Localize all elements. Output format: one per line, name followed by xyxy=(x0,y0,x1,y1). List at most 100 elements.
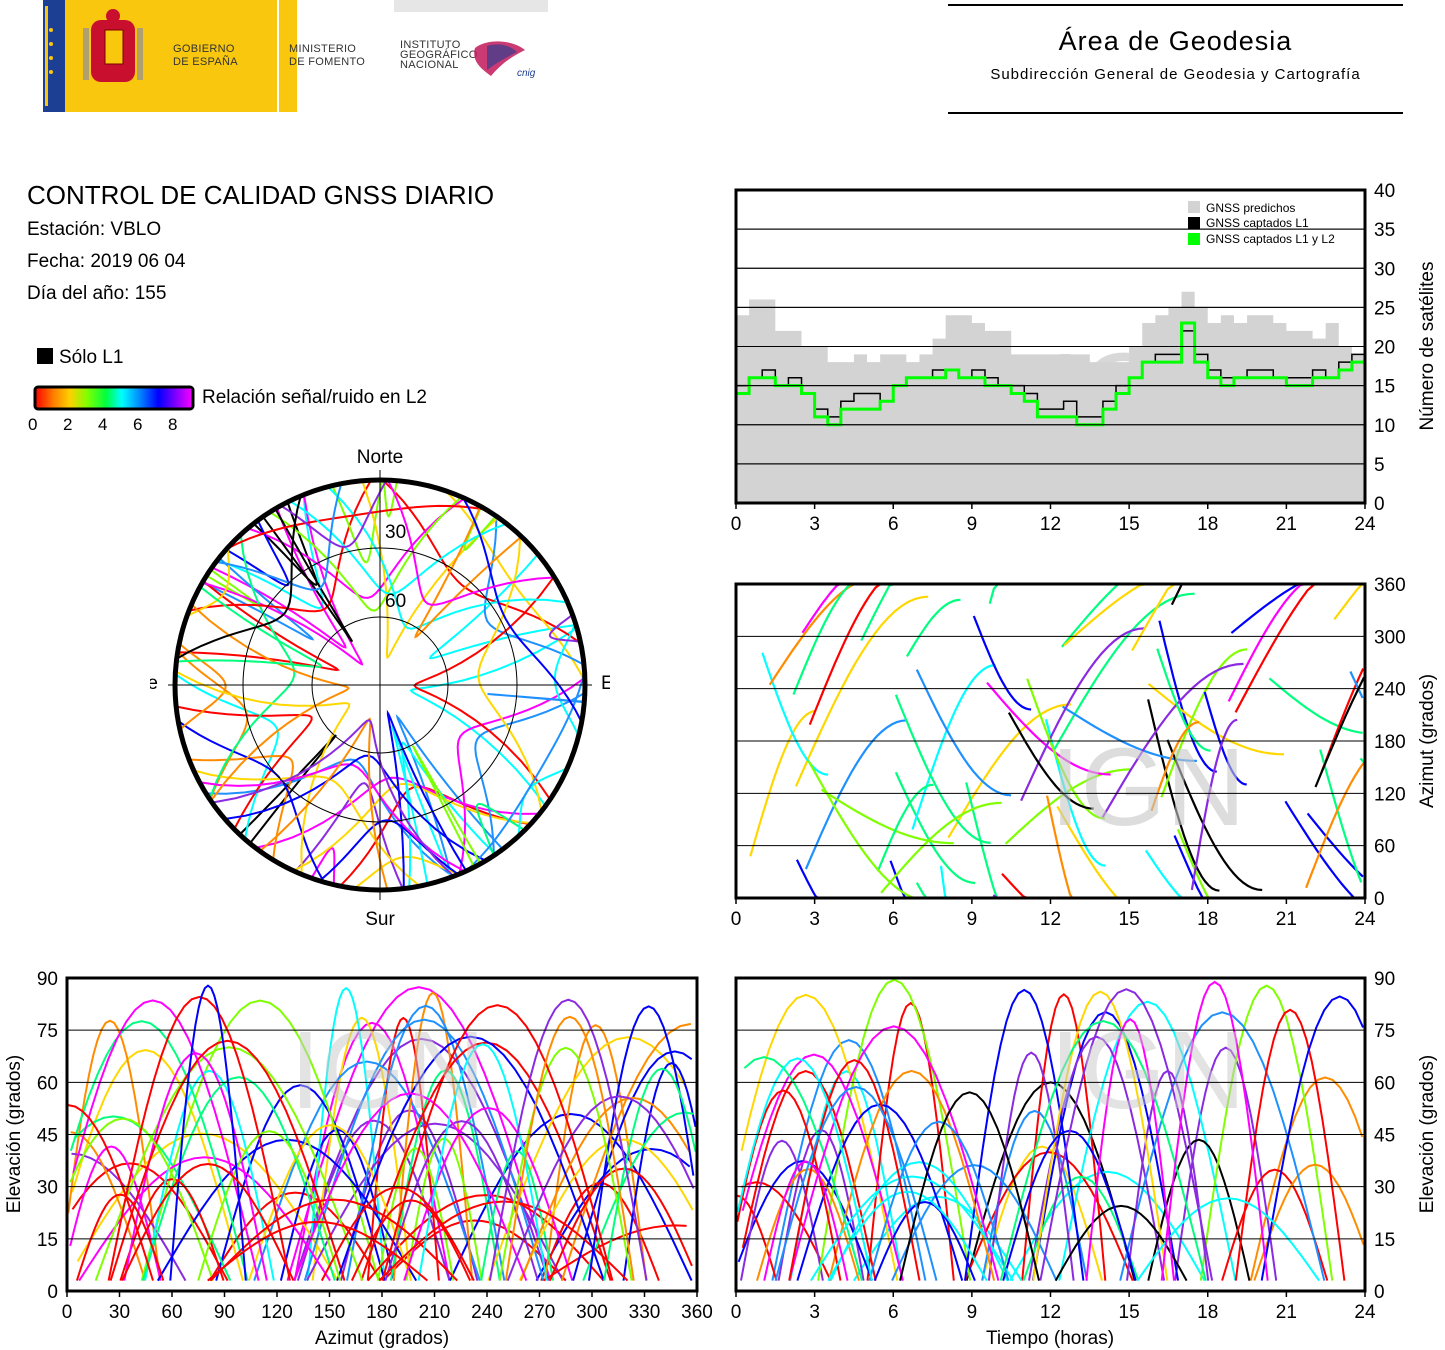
skyplot-track xyxy=(217,494,324,610)
x-tick-label: 9 xyxy=(967,1302,978,1323)
y-tick-label: 120 xyxy=(1374,784,1406,805)
x-tick-label: 0 xyxy=(731,1302,742,1323)
elevation-azimuth-track xyxy=(144,1069,275,1281)
elevation-azimuth-track xyxy=(311,1016,412,1281)
azimuth-track xyxy=(820,788,954,845)
azimuth-track xyxy=(905,598,961,657)
skyplot-track xyxy=(327,485,568,630)
azimuth-track xyxy=(1007,712,1094,810)
elevation-azimuth-track xyxy=(480,1150,555,1281)
cnig-text: cnig xyxy=(517,68,536,79)
skyplot-track xyxy=(177,580,340,672)
x-tick-label: 21 xyxy=(1276,514,1297,535)
azimuth-track xyxy=(1131,582,1275,652)
x-tick-label: 15 xyxy=(1119,514,1140,535)
skyplot-track xyxy=(199,763,466,873)
elevation-azimuth-track xyxy=(71,1162,229,1282)
azimuth-time-ylabel: Azimut (grados) xyxy=(1417,674,1438,808)
skyplot-track xyxy=(177,650,249,801)
institute-line1: INSTITUTO xyxy=(400,39,461,51)
x-tick-label: 210 xyxy=(419,1302,451,1323)
skyplot-track xyxy=(178,642,227,731)
elevation-azimuth-track xyxy=(366,1016,440,1281)
x-tick-label: 360 xyxy=(681,1302,713,1323)
elevation-time-track xyxy=(964,988,1085,1281)
skyplot-track xyxy=(409,627,578,807)
satellites-legend: GNSS predichos GNSS captados L1 GNSS cap… xyxy=(1188,201,1335,246)
elevation-azimuth-track xyxy=(248,1124,413,1281)
azimuth-track xyxy=(894,694,991,844)
snr-tick-0: 0 xyxy=(28,415,38,434)
azimuth-track xyxy=(1306,812,1364,878)
elevation-azimuth-track xyxy=(210,1198,458,1282)
skyplot-ring-label-30: 30 xyxy=(385,522,406,543)
elevation-azimuth-track xyxy=(71,1048,244,1281)
y-tick-label: 10 xyxy=(1374,416,1395,437)
station-label: Estación: VBLO xyxy=(27,219,162,240)
elevation-time-track xyxy=(736,1057,873,1281)
elevation-time-track xyxy=(740,1139,824,1281)
elevation-time-track xyxy=(1199,984,1334,1281)
elevation-time-track xyxy=(788,1025,1000,1281)
skyplot-track xyxy=(175,670,351,875)
azimuth-track xyxy=(1284,800,1361,900)
azimuth-track xyxy=(1026,678,1106,820)
elevation-time-track xyxy=(1032,990,1169,1281)
elevation-time-chart: IGN 0 3 6 9 12 15 18 21 24 0 15 30 45 60 75 90 Tiempo … xyxy=(731,969,1438,1349)
elevation-azimuth-xlabel: Azimut (grados) xyxy=(315,1328,449,1349)
elevation-time-track xyxy=(1147,1138,1251,1281)
doy-label: Día del año: 155 xyxy=(27,283,167,304)
elevation-azimuth-track xyxy=(67,1019,161,1281)
azimuth-track xyxy=(947,703,1072,839)
elevation-azimuth-track xyxy=(68,1104,154,1281)
elevation-time-xlabel: Tiempo (horas) xyxy=(986,1328,1114,1349)
skyplot-track xyxy=(414,505,523,639)
elevation-azimuth-track xyxy=(197,1130,342,1281)
azimuth-track xyxy=(1349,671,1364,699)
y-tick-label: 15 xyxy=(1374,1230,1395,1251)
azimuth-track xyxy=(972,615,1032,711)
skyplot-track xyxy=(548,613,581,643)
eu-stars-icon xyxy=(49,28,53,74)
y-tick-label: 60 xyxy=(37,1073,58,1094)
azimuth-track xyxy=(795,859,850,900)
elevation-azimuth-track xyxy=(449,1112,693,1282)
x-tick-label: 150 xyxy=(314,1302,346,1323)
azimuth-track xyxy=(876,783,934,872)
elevation-time-track xyxy=(1058,1000,1237,1281)
azimuth-track xyxy=(1004,768,1131,845)
y-tick-label: 240 xyxy=(1374,680,1406,701)
skyplot-east-label: Este xyxy=(601,673,610,694)
y-tick-label: 5 xyxy=(1374,455,1385,476)
snr-tick-8: 8 xyxy=(168,415,178,434)
cnig-logo-icon xyxy=(474,41,525,76)
elevation-azimuth-track xyxy=(350,1199,472,1282)
azimuth-time-chart: IGN 0 3 6 9 12 15 18 21 24 0 60 120 180 240 300 360 Az… xyxy=(731,575,1438,930)
skyplot-track xyxy=(353,855,460,890)
elevation-time-track xyxy=(1021,992,1107,1281)
l1-only-label: Sólo L1 xyxy=(59,347,124,368)
elevation-time-track xyxy=(1119,1011,1326,1281)
azimuth-track xyxy=(794,595,929,787)
elevation-azimuth-track xyxy=(504,1015,635,1281)
elevation-azimuth-track xyxy=(392,991,474,1281)
elevation-azimuth-track xyxy=(121,1162,295,1282)
institute-line3: NACIONAL xyxy=(400,59,459,71)
x-tick-label: 0 xyxy=(731,909,742,930)
skyplot-track xyxy=(211,719,455,878)
x-tick-label: 24 xyxy=(1354,909,1376,930)
gov-line1: GOBIERNO xyxy=(173,43,235,55)
y-tick-label: 300 xyxy=(1374,627,1406,648)
skyplot-tracks xyxy=(174,479,586,891)
elevation-azimuth-track xyxy=(253,1060,481,1281)
skyplot-track xyxy=(339,785,531,887)
elevation-azimuth-track xyxy=(69,1145,162,1281)
x-tick-label: 330 xyxy=(629,1302,661,1323)
elevation-azimuth-track xyxy=(169,984,247,1281)
azimuth-track xyxy=(1268,677,1363,734)
skyplot-south-label: Sur xyxy=(365,909,395,930)
azimuth-track xyxy=(894,771,976,885)
elevation-time-track xyxy=(1039,988,1214,1281)
l1-only-swatch xyxy=(37,348,53,364)
elevation-time-track xyxy=(1253,1163,1365,1281)
